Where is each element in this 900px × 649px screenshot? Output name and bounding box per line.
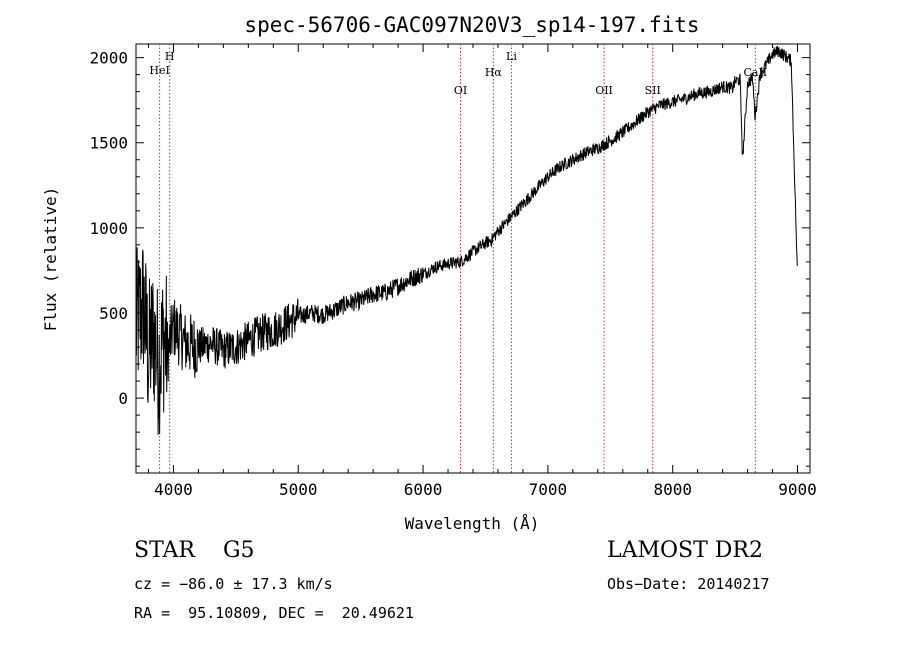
spectral-line-label: OII: [595, 84, 613, 97]
redshift-info: cz = −86.0 ± 17.3 km/s: [134, 575, 333, 593]
x-tick-label: 5000: [279, 480, 318, 499]
y-tick-label: 1500: [89, 134, 128, 153]
spectrum-line: [135, 45, 798, 435]
plot-frame: [135, 43, 811, 474]
y-axis-label: Flux (relative): [41, 187, 60, 332]
chart-title: spec-56706-GAC097N20V3_sp14-197.fits: [244, 13, 699, 37]
y-tick-label: 500: [99, 304, 128, 323]
spectral-line-label: Li: [506, 50, 517, 63]
spectral-line-label: H: [165, 50, 175, 63]
x-tick-label: 6000: [404, 480, 443, 499]
survey-name: LAMOST DR2: [607, 538, 763, 563]
x-axis-label: Wavelength (Å): [405, 514, 540, 533]
ra-dec: RA = 95.10809, DEC = 20.49621: [134, 604, 414, 622]
x-tick-label: 9000: [778, 480, 817, 499]
spectral-line-label: Hα: [485, 66, 503, 79]
x-tick-label: 4000: [154, 480, 193, 499]
spectral-line-label: OI: [454, 84, 467, 97]
y-tick-label: 2000: [89, 49, 128, 68]
y-tick-label: 1000: [89, 219, 128, 238]
y-tick-label: 0: [118, 389, 128, 408]
x-tick-label: 7000: [529, 480, 568, 499]
spectral-line-label: SII: [645, 84, 661, 97]
object-class: STAR G5: [134, 538, 255, 563]
obs-date: Obs−Date: 20140217: [607, 575, 770, 593]
x-tick-label: 8000: [653, 480, 692, 499]
spectral-line-label: HeI: [149, 64, 169, 77]
